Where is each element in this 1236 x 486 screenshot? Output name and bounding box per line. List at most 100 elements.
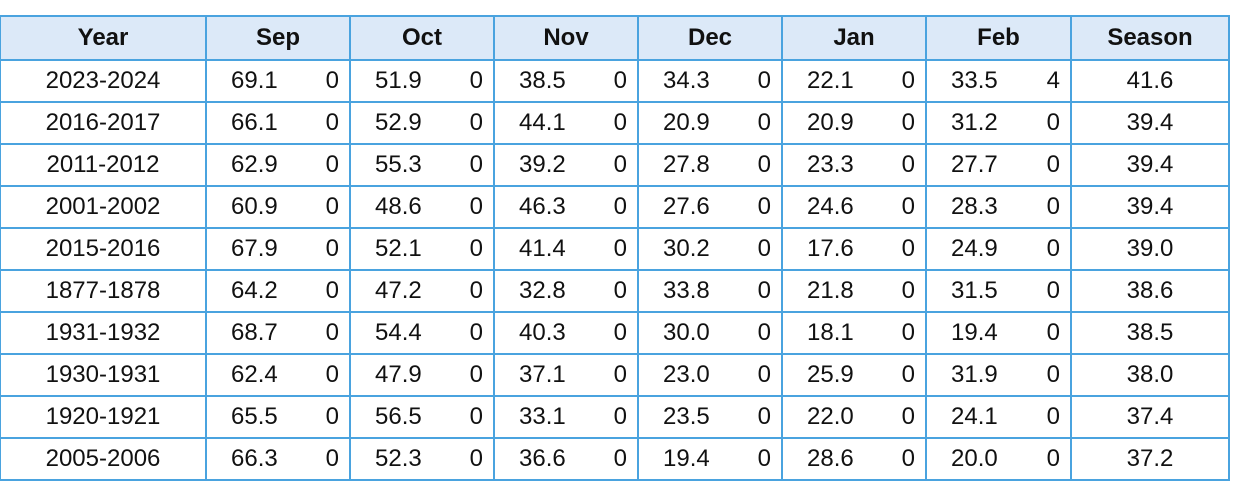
month-count: 0 [901, 235, 915, 262]
month-value: 24.1 [951, 403, 998, 430]
month-value: 30.0 [663, 319, 710, 346]
month-values: 25.9 0 [783, 361, 925, 389]
month-value: 19.4 [663, 445, 710, 472]
month-values: 31.9 0 [927, 361, 1070, 389]
month-value: 31.9 [951, 361, 998, 388]
month-count: 0 [613, 235, 627, 262]
month-count: 0 [613, 109, 627, 136]
month-count: 0 [469, 403, 483, 430]
month-cell: 23.3 0 [781, 143, 927, 187]
month-cell: 27.7 0 [925, 143, 1072, 187]
month-value: 36.6 [519, 445, 566, 472]
month-count: 0 [757, 361, 771, 388]
month-values: 64.2 0 [207, 277, 349, 305]
month-values: 33.1 0 [495, 403, 637, 431]
month-value: 51.9 [375, 67, 422, 94]
year-cell: 2005-2006 [0, 437, 207, 481]
month-cell: 17.6 0 [781, 227, 927, 271]
month-cell: 66.1 0 [205, 101, 351, 145]
table-row: 2015-2016 67.9 0 52.1 0 41.4 0 30.2 0 17.6 0 24.9 0 3… [0, 227, 1230, 271]
month-cell: 62.9 0 [205, 143, 351, 187]
month-cell: 60.9 0 [205, 185, 351, 229]
month-value: 67.9 [231, 235, 278, 262]
month-values: 27.8 0 [639, 151, 781, 179]
year-cell: 1930-1931 [0, 353, 207, 397]
month-values: 31.2 0 [927, 109, 1070, 137]
month-count: 0 [325, 109, 339, 136]
month-value: 30.2 [663, 235, 710, 262]
month-value: 69.1 [231, 67, 278, 94]
month-values: 66.3 0 [207, 445, 349, 473]
month-values: 54.4 0 [351, 319, 493, 347]
month-value: 62.4 [231, 361, 278, 388]
month-cell: 20.0 0 [925, 437, 1072, 481]
month-value: 27.7 [951, 151, 998, 178]
month-values: 21.8 0 [783, 277, 925, 305]
month-cell: 47.9 0 [349, 353, 495, 397]
month-cell: 54.4 0 [349, 311, 495, 355]
month-count: 0 [469, 277, 483, 304]
month-value: 54.4 [375, 319, 422, 346]
month-count: 0 [325, 361, 339, 388]
month-values: 51.9 0 [351, 67, 493, 95]
column-header: Oct [349, 15, 495, 61]
month-values: 68.7 0 [207, 319, 349, 347]
month-cell: 27.8 0 [637, 143, 783, 187]
month-value: 33.5 [951, 67, 998, 94]
year-cell: 2016-2017 [0, 101, 207, 145]
month-value: 47.9 [375, 361, 422, 388]
month-count: 0 [469, 319, 483, 346]
month-value: 46.3 [519, 193, 566, 220]
season-cell: 39.4 [1070, 101, 1230, 145]
month-cell: 39.2 0 [493, 143, 639, 187]
month-count: 0 [325, 235, 339, 262]
month-cell: 55.3 0 [349, 143, 495, 187]
month-cell: 30.0 0 [637, 311, 783, 355]
month-cell: 41.4 0 [493, 227, 639, 271]
month-values: 24.9 0 [927, 235, 1070, 263]
season-cell: 39.4 [1070, 143, 1230, 187]
season-cell: 41.6 [1070, 59, 1230, 103]
month-cell: 21.8 0 [781, 269, 927, 313]
month-values: 23.0 0 [639, 361, 781, 389]
month-cell: 20.9 0 [637, 101, 783, 145]
month-cell: 52.1 0 [349, 227, 495, 271]
month-count: 0 [757, 403, 771, 430]
month-cell: 52.9 0 [349, 101, 495, 145]
month-values: 37.1 0 [495, 361, 637, 389]
year-cell: 2023-2024 [0, 59, 207, 103]
month-values: 19.4 0 [927, 319, 1070, 347]
month-cell: 28.3 0 [925, 185, 1072, 229]
column-header: Feb [925, 15, 1072, 61]
month-value: 39.2 [519, 151, 566, 178]
month-value: 28.6 [807, 445, 854, 472]
month-count: 0 [901, 319, 915, 346]
year-cell: 1877-1878 [0, 269, 207, 313]
month-values: 60.9 0 [207, 193, 349, 221]
season-cell: 37.4 [1070, 395, 1230, 439]
month-cell: 46.3 0 [493, 185, 639, 229]
season-cell: 38.5 [1070, 311, 1230, 355]
month-values: 28.6 0 [783, 445, 925, 473]
column-header: Dec [637, 15, 783, 61]
month-cell: 32.8 0 [493, 269, 639, 313]
table-row: 2001-2002 60.9 0 48.6 0 46.3 0 27.6 0 24.6 0 28.3 0 3… [0, 185, 1230, 229]
month-count: 0 [325, 193, 339, 220]
month-cell: 24.6 0 [781, 185, 927, 229]
month-value: 23.5 [663, 403, 710, 430]
month-values: 36.6 0 [495, 445, 637, 473]
table-row: 2011-2012 62.9 0 55.3 0 39.2 0 27.8 0 23.3 0 27.7 0 3… [0, 143, 1230, 187]
month-count: 0 [469, 445, 483, 472]
month-cell: 64.2 0 [205, 269, 351, 313]
month-count: 0 [325, 445, 339, 472]
month-cell: 19.4 0 [637, 437, 783, 481]
month-values: 52.9 0 [351, 109, 493, 137]
month-count: 0 [469, 151, 483, 178]
month-value: 40.3 [519, 319, 566, 346]
month-cell: 65.5 0 [205, 395, 351, 439]
year-cell: 2011-2012 [0, 143, 207, 187]
month-values: 41.4 0 [495, 235, 637, 263]
month-count: 0 [613, 277, 627, 304]
month-cell: 22.1 0 [781, 59, 927, 103]
month-cell: 67.9 0 [205, 227, 351, 271]
